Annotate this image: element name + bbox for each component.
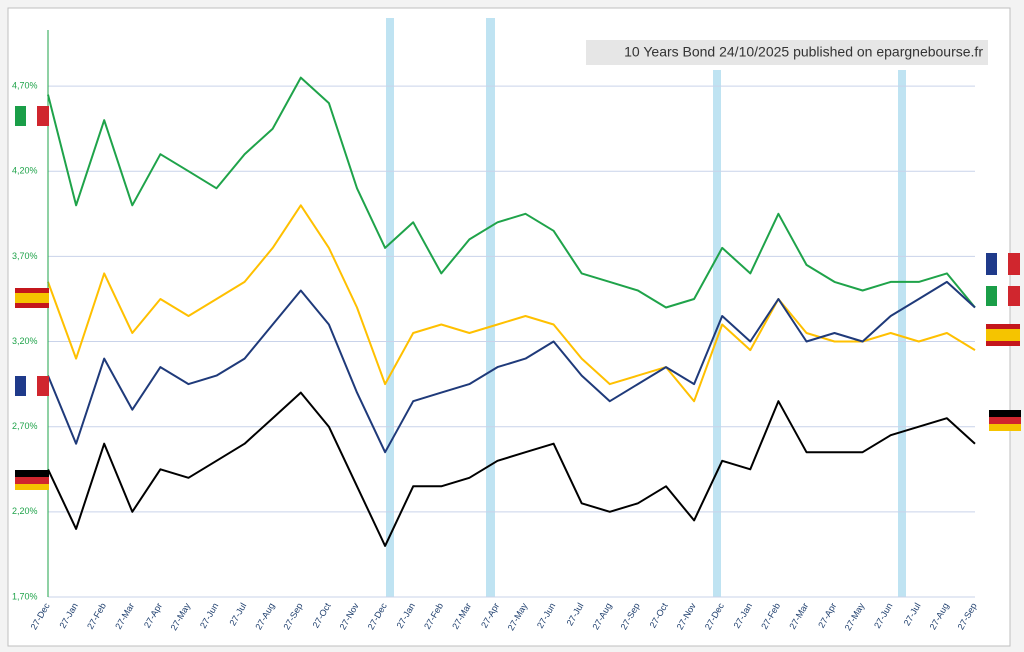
y-tick-label: 2,70% (12, 421, 38, 431)
flag-italy (986, 286, 1020, 306)
y-tick-label: 4,70% (12, 80, 38, 90)
y-tick-label: 3,20% (12, 336, 38, 346)
y-tick-label: 2,20% (12, 506, 38, 516)
event-band (713, 70, 721, 597)
event-band (898, 70, 906, 597)
lines (47, 76, 976, 547)
flags (15, 106, 1021, 490)
y-tick-label: 3,70% (12, 251, 38, 261)
series-line (47, 280, 976, 454)
flag-germany (15, 470, 49, 490)
flag-spain (15, 288, 49, 308)
event-bands (386, 18, 906, 597)
y-tick-label: 4,20% (12, 166, 38, 176)
flag-france (986, 253, 1020, 275)
flag-france (15, 376, 49, 396)
chart-title: 10 Years Bond 24/10/2025 published on ep… (624, 44, 983, 60)
flag-germany (989, 410, 1021, 431)
series-line (47, 76, 976, 309)
event-band (486, 18, 495, 597)
y-tick-label: 1,70% (12, 591, 38, 601)
flag-spain (986, 324, 1020, 346)
series-line (47, 391, 976, 547)
chart-area (7, 7, 1011, 647)
event-band (386, 18, 394, 597)
grid (48, 85, 975, 598)
flag-italy (15, 106, 49, 126)
title-box (586, 40, 988, 65)
